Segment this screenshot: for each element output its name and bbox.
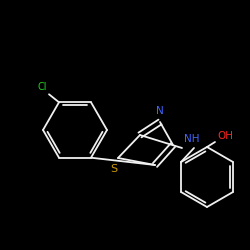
Text: OH: OH	[217, 131, 233, 141]
Text: Cl: Cl	[38, 82, 47, 92]
Text: NH: NH	[184, 134, 200, 144]
Text: S: S	[110, 164, 117, 174]
Text: N: N	[156, 106, 164, 116]
